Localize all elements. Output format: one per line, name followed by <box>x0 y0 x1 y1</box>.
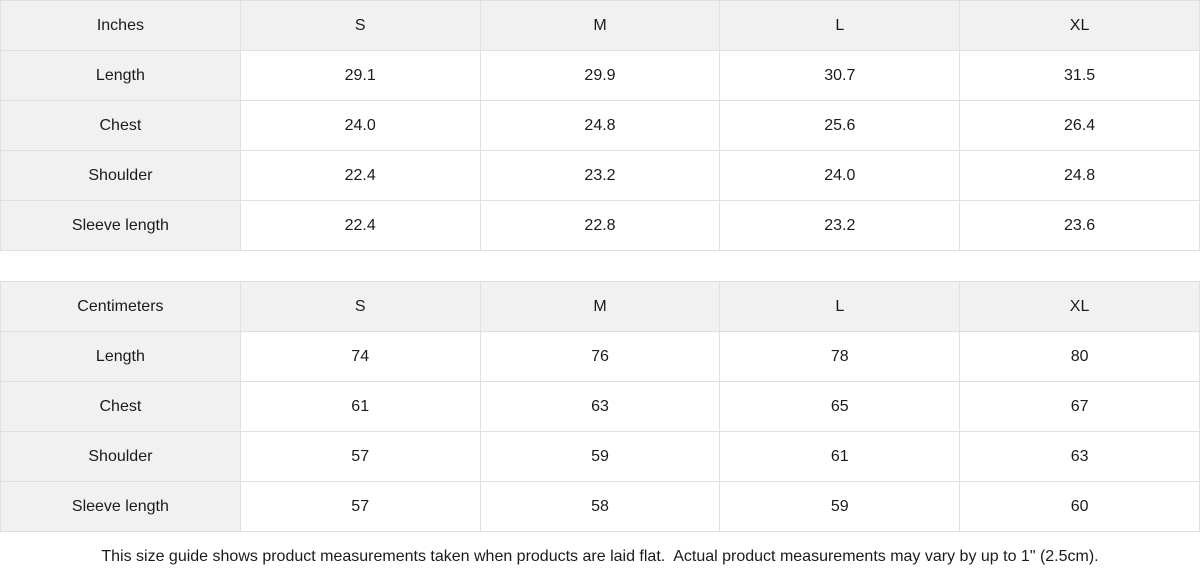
measurement-cell: 23.2 <box>479 150 721 201</box>
size-header-cell-xl: XL <box>959 0 1200 51</box>
row-label: Sleeve length <box>0 481 241 532</box>
size-guide-disclaimer: This size guide shows product measuremen… <box>0 532 1200 582</box>
measurement-cell: 24.0 <box>239 100 481 151</box>
row-label: Length <box>0 50 241 101</box>
size-table-centimeters: Centimeters S M L XL Length 74 76 78 80 … <box>0 281 1200 532</box>
measurement-cell: 22.4 <box>239 200 481 251</box>
unit-header-cell: Centimeters <box>0 281 241 332</box>
measurement-cell: 60 <box>959 481 1200 532</box>
size-header-cell-m: M <box>479 0 721 51</box>
measurement-cell: 29.1 <box>239 50 481 101</box>
measurement-cell: 59 <box>479 431 721 482</box>
measurement-cell: 22.8 <box>479 200 721 251</box>
size-header-cell-s: S <box>239 0 481 51</box>
size-header-cell-s: S <box>239 281 481 332</box>
measurement-cell: 61 <box>239 381 481 432</box>
measurement-cell: 30.7 <box>719 50 961 101</box>
measurement-cell: 58 <box>479 481 721 532</box>
table-row: Length 74 76 78 80 <box>0 331 1200 382</box>
size-header-cell-l: L <box>719 0 961 51</box>
measurement-cell: 24.8 <box>479 100 721 151</box>
measurement-cell: 57 <box>239 431 481 482</box>
measurement-cell: 23.6 <box>959 200 1200 251</box>
table-header-row: Centimeters S M L XL <box>0 281 1200 332</box>
measurement-cell: 63 <box>479 381 721 432</box>
table-row: Chest 61 63 65 67 <box>0 381 1200 432</box>
table-row: Sleeve length 22.4 22.8 23.2 23.6 <box>0 200 1200 251</box>
measurement-cell: 74 <box>239 331 481 382</box>
measurement-cell: 76 <box>479 331 721 382</box>
measurement-cell: 24.8 <box>959 150 1200 201</box>
measurement-cell: 59 <box>719 481 961 532</box>
measurement-cell: 23.2 <box>719 200 961 251</box>
measurement-cell: 31.5 <box>959 50 1200 101</box>
measurement-cell: 25.6 <box>719 100 961 151</box>
measurement-cell: 78 <box>719 331 961 382</box>
measurement-cell: 22.4 <box>239 150 481 201</box>
row-label: Chest <box>0 100 241 151</box>
measurement-cell: 80 <box>959 331 1200 382</box>
size-header-cell-xl: XL <box>959 281 1200 332</box>
measurement-cell: 24.0 <box>719 150 961 201</box>
size-header-cell-m: M <box>479 281 721 332</box>
row-label: Shoulder <box>0 150 241 201</box>
measurement-cell: 29.9 <box>479 50 721 101</box>
table-header-row: Inches S M L XL <box>0 0 1200 51</box>
row-label: Length <box>0 331 241 382</box>
measurement-cell: 67 <box>959 381 1200 432</box>
measurement-cell: 65 <box>719 381 961 432</box>
table-row: Shoulder 22.4 23.2 24.0 24.8 <box>0 150 1200 201</box>
table-gap-spacer <box>0 251 1200 281</box>
row-label: Shoulder <box>0 431 241 482</box>
table-row: Sleeve length 57 58 59 60 <box>0 481 1200 532</box>
measurement-cell: 63 <box>959 431 1200 482</box>
table-row: Chest 24.0 24.8 25.6 26.4 <box>0 100 1200 151</box>
size-table-inches: Inches S M L XL Length 29.1 29.9 30.7 31… <box>0 0 1200 251</box>
size-header-cell-l: L <box>719 281 961 332</box>
measurement-cell: 61 <box>719 431 961 482</box>
table-row: Length 29.1 29.9 30.7 31.5 <box>0 50 1200 101</box>
table-row: Shoulder 57 59 61 63 <box>0 431 1200 482</box>
unit-header-cell: Inches <box>0 0 241 51</box>
measurement-cell: 57 <box>239 481 481 532</box>
row-label: Sleeve length <box>0 200 241 251</box>
row-label: Chest <box>0 381 241 432</box>
measurement-cell: 26.4 <box>959 100 1200 151</box>
